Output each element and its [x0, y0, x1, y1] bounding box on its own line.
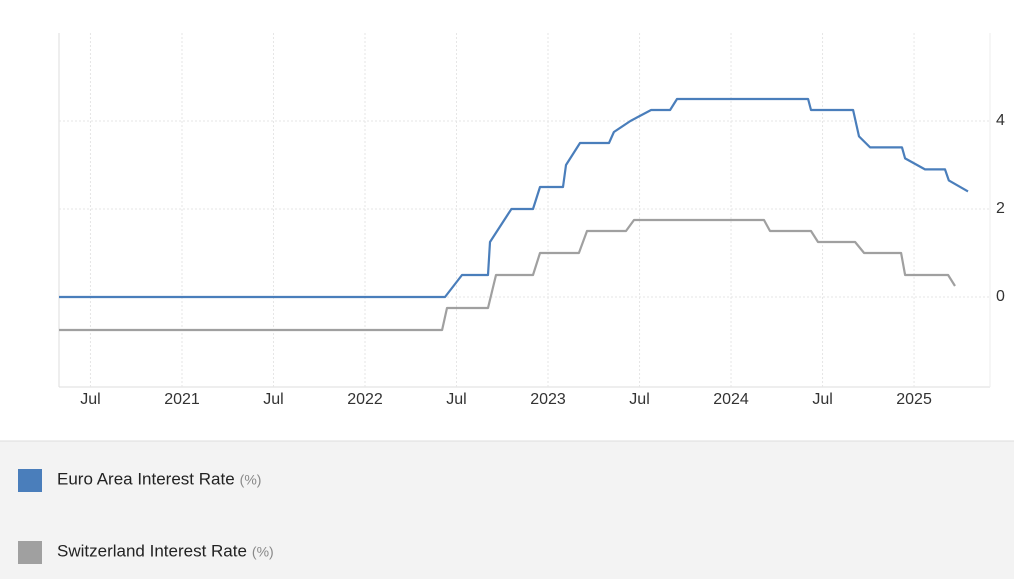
- y-tick-label: 0: [996, 288, 1005, 305]
- x-tick-label: Jul: [80, 391, 100, 408]
- legend-swatch: [18, 469, 42, 492]
- series-line: [59, 97, 969, 299]
- x-tick-label: 2025: [896, 391, 932, 408]
- x-tick-label: 2022: [347, 391, 383, 408]
- x-tick-label: Jul: [263, 391, 283, 408]
- y-tick-label: 4: [996, 112, 1005, 129]
- x-tick-label: 2024: [713, 391, 749, 408]
- x-tick-label: Jul: [629, 391, 649, 408]
- legend-unit: (%): [252, 544, 274, 560]
- legend-background: [0, 441, 1014, 579]
- x-tick-label: Jul: [812, 391, 832, 408]
- y-tick-label: 2: [996, 200, 1005, 217]
- x-tick-label: 2021: [164, 391, 200, 408]
- series-line: [59, 218, 956, 332]
- legend-unit: (%): [240, 472, 262, 488]
- x-tick-label: Jul: [446, 391, 466, 408]
- x-tick-label: 2023: [530, 391, 566, 408]
- legend-swatch: [18, 541, 42, 564]
- legend-label: Euro Area Interest Rate: [57, 469, 235, 488]
- legend-label: Switzerland Interest Rate: [57, 541, 247, 560]
